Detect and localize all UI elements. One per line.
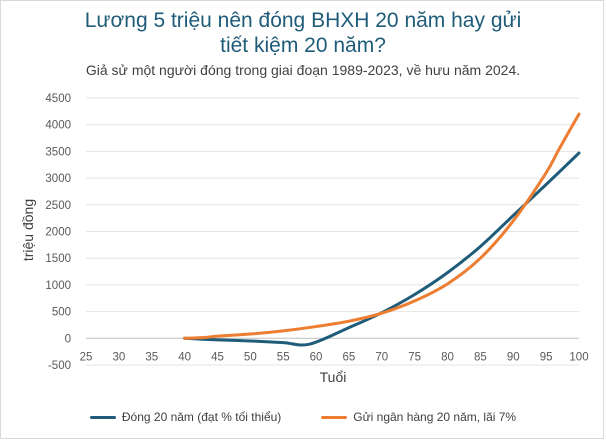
x-axis-ticks: 25 30 35 40 45 50 55 60 65 70 75 80 85 90 95 100 <box>80 351 589 363</box>
y-tick-label: 1000 <box>45 280 71 292</box>
x-tick-label: 90 <box>507 351 520 363</box>
x-tick-label: 25 <box>80 351 93 363</box>
y-tick-label: 3000 <box>45 173 71 185</box>
y-tick-label: 2500 <box>45 200 71 212</box>
series-lines <box>183 112 581 347</box>
series-line-2 <box>183 112 581 340</box>
y-axis-ticks: -500 0 500 1000 1500 2000 2500 3000 3500 4000 4500 <box>45 93 71 372</box>
x-tick-label: 60 <box>310 351 323 363</box>
x-tick-label: 35 <box>145 351 158 363</box>
y-tick-label: 500 <box>52 307 71 319</box>
x-tick-label: 95 <box>540 351 553 363</box>
chart-title-line-2: tiết kiệm 20 năm? <box>220 34 386 57</box>
x-tick-label: 75 <box>408 351 421 363</box>
x-tick-label: 85 <box>474 351 487 363</box>
legend-item-series-1: Đóng 20 năm (đạt % tối thiểu) <box>89 410 282 424</box>
x-tick-label: 55 <box>277 351 290 363</box>
legend-label-series-2: Gửi ngân hàng 20 năm, lãi 7% <box>353 410 517 424</box>
gridlines <box>86 97 579 366</box>
legend-swatch-series-1 <box>89 415 116 419</box>
y-tick-label: 4000 <box>45 120 71 132</box>
y-tick-label: 2000 <box>45 227 71 239</box>
x-tick-label: 45 <box>211 351 224 363</box>
y-axis-title: triệu đồng <box>20 199 36 261</box>
chart-subtitle: Giả sử một người đóng trong giai đoạn 19… <box>85 62 521 78</box>
x-tick-label: 80 <box>441 351 454 363</box>
legend-swatch-series-2 <box>321 415 348 419</box>
x-tick-label: 30 <box>112 351 125 363</box>
series-line-1 <box>183 151 581 347</box>
chart-title: Lương 5 triệu nên đóng BHXH 20 năm hay g… <box>0 8 606 58</box>
y-tick-label: 1500 <box>45 253 71 265</box>
y-tick-label: 3500 <box>45 146 71 158</box>
x-tick-label: 50 <box>244 351 257 363</box>
chart-legend: Đóng 20 năm (đạt % tối thiểu) Gửi ngân h… <box>0 410 606 424</box>
x-tick-label: 40 <box>178 351 191 363</box>
x-tick-label: 70 <box>375 351 388 363</box>
y-tick-label: 0 <box>65 333 71 345</box>
x-tick-label: 100 <box>569 351 588 363</box>
chart-title-line-1: Lương 5 triệu nên đóng BHXH 20 năm hay g… <box>84 9 522 32</box>
x-tick-label: 65 <box>343 351 356 363</box>
legend-label-series-1: Đóng 20 năm (đạt % tối thiểu) <box>121 410 282 424</box>
y-tick-label: -500 <box>48 360 71 372</box>
legend-item-series-2: Gửi ngân hàng 20 năm, lãi 7% <box>321 410 516 424</box>
y-tick-label: 4500 <box>45 93 71 105</box>
x-axis-title: Tuổi <box>320 369 347 385</box>
